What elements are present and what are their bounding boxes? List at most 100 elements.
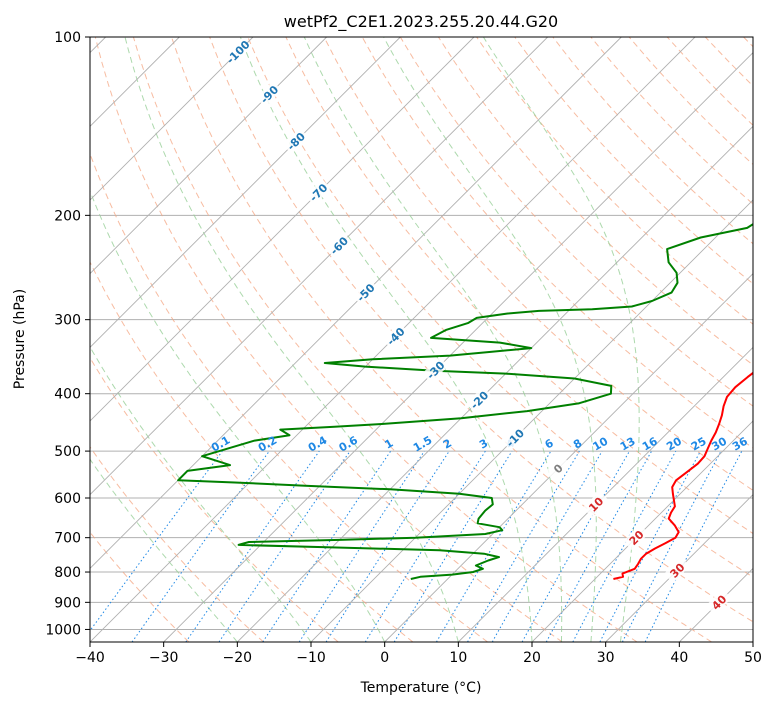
moist-adiabat: [90, 458, 238, 642]
y-tick-label: 300: [54, 313, 81, 329]
plot-frame: [89, 36, 754, 643]
mixing-ratio-line: [521, 450, 630, 642]
mixing-ratio-label: 6: [543, 436, 556, 451]
mixing-ratio-label: 2: [441, 437, 454, 452]
chart-title: wetPf2_C2E1.2023.255.20.44.G20: [284, 12, 558, 32]
x-tick-label: −30: [149, 650, 179, 666]
y-tick-label: 600: [54, 491, 81, 507]
isotherm-line: [310, 199, 753, 642]
x-tick-label: 40: [670, 650, 688, 666]
x-tick-label: −40: [75, 650, 105, 666]
isotherm-line: [679, 567, 753, 642]
isotherm-label-bg: [422, 356, 449, 383]
isotherm-label-bg: [663, 556, 690, 584]
dry-adiabat: [514, 37, 753, 285]
isotherm-label-bg: [325, 232, 352, 259]
moist-adiabat: [482, 37, 640, 642]
dry-adiabat: [90, 446, 264, 642]
isotherm-line: [90, 37, 327, 275]
x-tick-label: 0: [380, 650, 389, 666]
mixing-ratio-layer: [90, 450, 743, 642]
dry-adiabat: [743, 37, 753, 48]
x-tick-label: 10: [449, 650, 467, 666]
y-axis-title: Pressure (hPa): [12, 289, 28, 389]
isotherm-line: [605, 494, 753, 642]
dry-adiabat: [90, 531, 190, 642]
mixing-ratio-line: [644, 450, 743, 642]
isotherm-label-bg: [224, 38, 251, 65]
mixing-ratio-line: [298, 450, 425, 642]
dry-adiabat: [666, 37, 753, 126]
moist-adiabat: [239, 37, 533, 642]
isotherm-line: [90, 37, 548, 496]
axis-layer: −40 −30 −20 −10 0 10 20 30 40 50 100 200 300 400 500 60…: [45, 30, 762, 666]
y-tick-label: 1000: [45, 622, 81, 638]
y-tick-label: 200: [54, 208, 81, 224]
isotherm-line: [458, 346, 753, 642]
isotherm-line: [752, 641, 753, 642]
x-tick-label: −20: [223, 650, 253, 666]
dry-adiabat: [90, 356, 339, 642]
temperature-profile-line: [613, 371, 753, 580]
y-tick-label: 900: [54, 595, 81, 611]
dry-adiabat: [90, 152, 488, 642]
isotherm-line: [90, 37, 622, 569]
dry-adiabat: [285, 37, 753, 535]
isotherm-label-bg: [544, 455, 571, 482]
mixing-ratio-line: [572, 450, 677, 642]
mixing-ratio-line: [90, 450, 223, 632]
dry-adiabat: [94, 37, 563, 642]
dry-adiabat: [476, 37, 753, 325]
mixing-ratio-line: [364, 450, 486, 642]
mixing-ratio-line: [218, 450, 351, 642]
isotherm-label: -100: [224, 38, 253, 67]
grid-layer: [90, 37, 753, 630]
y-tick-label: 500: [54, 444, 81, 460]
y-tick-label: 400: [54, 387, 81, 403]
dry-adiabat: [132, 37, 638, 642]
isotherm-line: [237, 125, 753, 642]
isotherm-label-bg: [465, 386, 493, 413]
y-tick-label: 700: [54, 531, 81, 547]
series-layer: [177, 223, 753, 580]
mixing-ratio-line: [545, 450, 653, 642]
mixing-ratio-line: [599, 450, 701, 642]
mixing-ratio-line: [325, 450, 450, 642]
isotherm-line: [90, 37, 475, 422]
dry-adiabat: [704, 37, 753, 87]
isotherm-label-bg: [305, 179, 332, 206]
dry-adiabat: [171, 37, 712, 642]
mixing-ratio-line: [467, 450, 580, 642]
isotherm-label-bg: [382, 322, 409, 349]
y-tick-label: 100: [54, 30, 81, 46]
x-tick-label: 20: [523, 650, 541, 666]
isotherm-line: [384, 273, 753, 642]
dry-adiabat: [552, 37, 753, 245]
isotherm-label-bg: [501, 424, 528, 451]
moist-adiabat: [124, 37, 459, 642]
mixing-ratio-line: [435, 450, 552, 642]
mixing-ratio-line: [131, 450, 270, 642]
isotherm-label-bg: [622, 524, 650, 551]
y-tick-label: 800: [54, 565, 81, 581]
isotherm-label-bg: [255, 81, 283, 108]
isotherm-label-bg: [282, 127, 309, 155]
moist-adiabat: [90, 345, 312, 642]
mixing-ratio-line: [185, 450, 320, 642]
dry-adiabat: [590, 37, 753, 205]
x-tick-label: 30: [597, 650, 615, 666]
isotherm-label-bg: [582, 490, 609, 518]
moist-adiabat: [303, 37, 563, 642]
x-tick-label: 50: [744, 650, 762, 666]
mixing-ratio-line: [393, 450, 513, 642]
dry-adiabat: [437, 37, 753, 366]
moist-adiabat: [383, 37, 597, 642]
mixing-ratio-line: [262, 450, 392, 642]
isotherm-label-bg: [352, 279, 379, 306]
isotherm-line: [90, 37, 254, 201]
isotherm-label-bg: [705, 588, 732, 616]
dewpoint-profile-line: [177, 223, 753, 580]
dry-adiabat: [323, 37, 753, 491]
isotherm-line: [90, 37, 401, 348]
